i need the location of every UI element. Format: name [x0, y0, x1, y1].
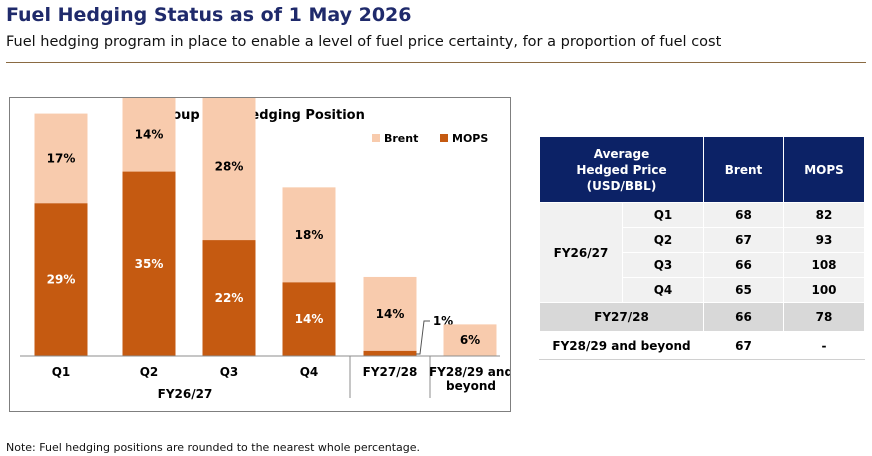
bar-brent	[443, 324, 497, 356]
data-label-mops: 14%	[295, 312, 324, 326]
table-cell-quarter: Q1	[622, 202, 704, 228]
bar-mops	[34, 203, 88, 356]
legend-label-brent: Brent	[384, 132, 418, 145]
data-label-brent: 14%	[376, 307, 405, 321]
x-tick-label: Q2	[140, 365, 159, 379]
legend-swatch-brent	[372, 134, 380, 142]
table-cell-brent: 68	[703, 202, 784, 228]
x-tick-label: Q3	[220, 365, 239, 379]
bar-mops	[122, 171, 176, 356]
table-row: FY28/29 and beyond 67 -	[539, 331, 865, 360]
bar-brent	[282, 187, 336, 283]
chart-title: Group Fuel Hedging Position	[155, 108, 365, 123]
bar-mops	[282, 282, 336, 356]
table-cell-mops: 108	[783, 252, 865, 278]
data-label-brent: 14%	[135, 128, 164, 142]
table-cell-period: FY28/29 and beyond	[539, 331, 704, 360]
table-cell-mops: 93	[783, 227, 865, 253]
table-header-price-label: Average Hedged Price (USD/BBL)	[576, 146, 667, 193]
table-cell-quarter: Q2	[622, 227, 704, 253]
data-label-leader	[416, 320, 430, 355]
table-row: FY26/27 Q1 68 82	[539, 202, 865, 303]
table-cell-brent: 66	[703, 302, 784, 332]
x-tick-label: FY27/28	[363, 365, 418, 379]
bar-brent	[34, 113, 88, 204]
x-group-label: FY26/27	[158, 387, 213, 401]
bar-mops	[202, 240, 256, 356]
table-header-mops: MOPS	[783, 136, 865, 203]
bar-brent	[202, 98, 256, 241]
x-tick-label: beyond	[446, 379, 496, 393]
data-label-brent: 18%	[295, 228, 324, 242]
table-cell-mops: 82	[783, 202, 865, 228]
x-tick-label: Q1	[52, 365, 71, 379]
legend-label-mops: MOPS	[452, 132, 488, 145]
chart-svg: Group Fuel Hedging Position Brent MOPS 17% 2…	[20, 98, 510, 401]
table-cell-brent: 67	[703, 227, 784, 253]
table-cell-mops: -	[783, 331, 865, 360]
table-cell-mops: 78	[783, 302, 865, 332]
table-row: FY27/28 66 78	[539, 302, 865, 332]
table-header-brent: Brent	[703, 136, 784, 203]
data-label-mops: 29%	[47, 273, 76, 287]
footnote: Note: Fuel hedging positions are rounded…	[6, 441, 421, 454]
hedged-price-table: Average Hedged Price (USD/BBL) Brent MOP…	[539, 136, 865, 360]
title-divider	[6, 62, 866, 63]
table-cell-quarter: Q4	[622, 277, 704, 303]
x-tick-label: Q4	[300, 365, 319, 379]
table-cell-brent: 65	[703, 277, 784, 303]
data-label-mops: 22%	[215, 291, 244, 305]
fuel-hedging-chart: Group Fuel Hedging Position Brent MOPS 17% 2…	[9, 97, 511, 412]
legend-swatch-mops	[440, 134, 448, 142]
bar-brent	[122, 98, 176, 172]
table-group-label: FY26/27	[539, 202, 623, 303]
x-tick-label: FY28/29 and	[429, 365, 510, 379]
data-label-brent: 28%	[215, 159, 244, 173]
data-label-brent: 6%	[460, 333, 480, 347]
table-cell-brent: 67	[703, 331, 784, 360]
data-label-mops: 35%	[135, 257, 164, 271]
page-title: Fuel Hedging Status as of 1 May 2026	[6, 4, 412, 26]
table-cell-period: FY27/28	[539, 302, 704, 332]
page-subtitle: Fuel hedging program in place to enable …	[6, 34, 722, 50]
bar-brent	[363, 276, 417, 351]
table-cell-quarter: Q3	[622, 252, 704, 278]
table-row: Q2 67 93	[540, 227, 865, 253]
bar-mops	[363, 350, 417, 356]
data-label-brent: 17%	[47, 151, 76, 165]
table-header-price: Average Hedged Price (USD/BBL)	[539, 136, 704, 203]
table-cell-mops: 100	[783, 277, 865, 303]
table-row: Q4 65 100	[540, 277, 865, 303]
table-cell-brent: 66	[703, 252, 784, 278]
